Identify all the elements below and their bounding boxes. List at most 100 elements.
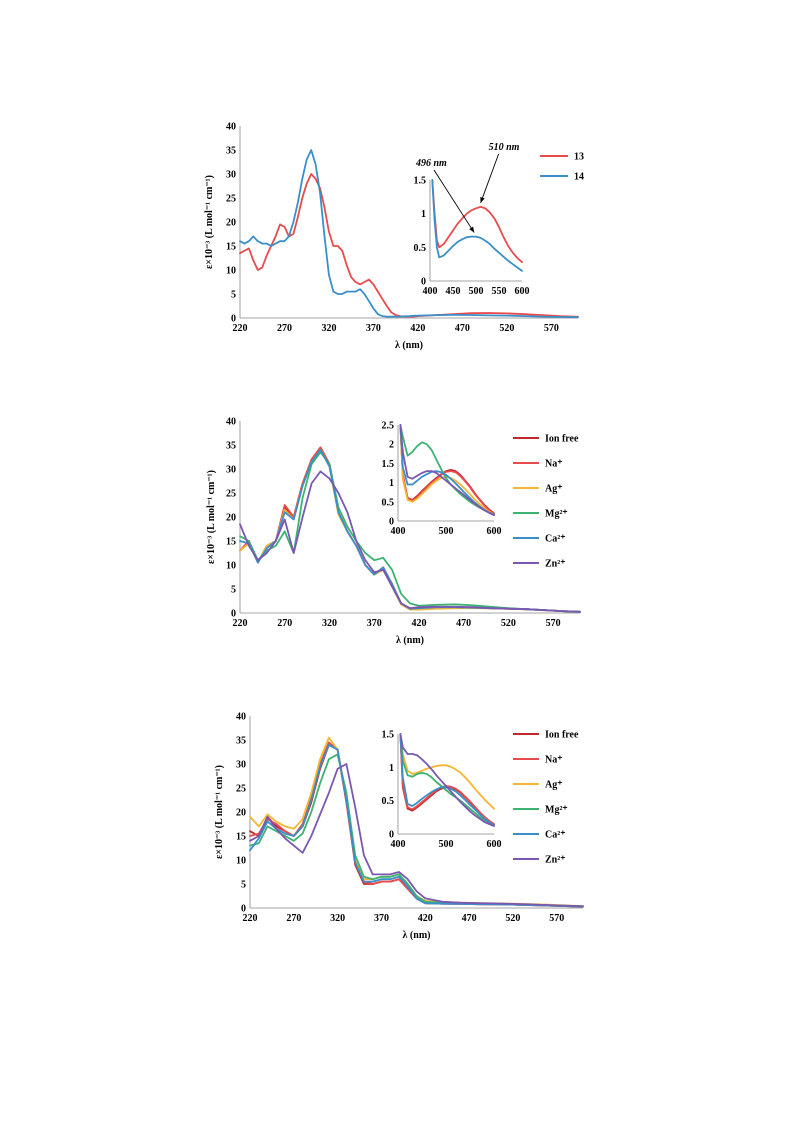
legend-label: Ca²⁺ [545, 830, 566, 841]
legend-label: Na⁺ [545, 459, 563, 470]
x-axis-label: λ (nm) [403, 930, 431, 941]
inset-x-tick-label: 600 [487, 526, 502, 537]
main-y-tick-label: 20 [226, 513, 236, 524]
inset-y-tick-label: 0.5 [414, 243, 427, 254]
main-x-tick-label: 270 [277, 618, 292, 629]
main-series-line [249, 743, 584, 908]
main-y-tick-label: 20 [236, 808, 246, 819]
inset-series-line [399, 733, 495, 825]
main-x-tick-label: 470 [455, 323, 470, 334]
legend-label: Ion free [545, 434, 579, 445]
main-y-tick-label: 5 [231, 585, 236, 596]
legend-label: Mg²⁺ [545, 805, 568, 816]
legend-label: Ion free [545, 730, 579, 741]
main-y-tick-label: 35 [226, 146, 236, 157]
main-y-tick-label: 15 [226, 537, 236, 548]
inset-x-tick-label: 600 [515, 286, 530, 297]
legend-label: Ag⁺ [545, 484, 563, 495]
main-x-tick-label: 320 [330, 913, 345, 924]
inset-y-tick-label: 1.5 [382, 730, 395, 741]
inset-x-tick-label: 500 [469, 286, 484, 297]
inset-series-line [399, 424, 495, 517]
main-x-tick-label: 320 [321, 323, 336, 334]
main-y-tick-label: 40 [226, 417, 236, 428]
main-x-tick-label: 220 [233, 323, 248, 334]
inset-series-line [399, 733, 495, 827]
inset-plot: 0 0.5 1 1.5 400 500 600 [382, 730, 502, 851]
main-x-tick-label: 520 [505, 913, 520, 924]
inset-y-tick-label: 0.5 [382, 497, 395, 508]
inset-x-tick-label: 550 [492, 286, 507, 297]
main-y-tick-label: 10 [236, 856, 246, 867]
main-x-tick-label: 370 [366, 323, 381, 334]
legend-label: Mg²⁺ [545, 509, 568, 520]
main-series-line [249, 763, 584, 908]
main-y-tick-label: 40 [226, 122, 236, 133]
main-series-line [249, 743, 584, 908]
main-x-tick-label: 520 [499, 323, 514, 334]
inset-y-tick-label: 0 [389, 830, 394, 841]
main-series-line [249, 736, 584, 907]
main-x-tick-label: 570 [544, 323, 559, 334]
annotation-arrow [433, 169, 475, 233]
main-y-tick-label: 20 [226, 218, 236, 229]
main-y-tick-label: 30 [236, 760, 246, 771]
main-x-tick-label: 220 [233, 618, 248, 629]
inset-y-tick-label: 2 [389, 440, 394, 451]
main-x-tick-label: 570 [549, 913, 564, 924]
main-y-tick-label: 0 [231, 609, 236, 620]
x-axis-label: λ (nm) [395, 340, 423, 351]
main-y-tick-label: 35 [226, 441, 236, 452]
main-series-line [239, 451, 581, 613]
main-x-tick-label: 420 [418, 913, 433, 924]
inset-y-tick-label: 1 [421, 209, 426, 220]
main-x-tick-label: 520 [501, 618, 516, 629]
legend-label: Ag⁺ [545, 780, 563, 791]
inset-x-tick-label: 400 [391, 526, 406, 537]
inset-x-tick-label: 500 [439, 839, 454, 850]
inset-plot: 0 0.5 1 1.5 400 450 500 550 600 496 nm 510 nm [414, 142, 530, 297]
legend-label: 13 [574, 152, 584, 163]
inset-y-tick-label: 1 [389, 478, 394, 489]
inset-x-tick-label: 450 [446, 286, 461, 297]
legend-label: 14 [574, 172, 584, 183]
main-x-tick-label: 370 [374, 913, 389, 924]
main-y-tick-label: 25 [226, 194, 236, 205]
legend-label: Zn²⁺ [545, 559, 566, 570]
inset-y-tick-label: 1 [389, 763, 394, 774]
main-y-tick-label: 35 [236, 736, 246, 747]
main-x-tick-label: 470 [456, 618, 471, 629]
main-x-tick-label: 320 [322, 618, 337, 629]
inset-x-tick-label: 600 [487, 839, 502, 850]
legend: Ion free Na⁺ Ag⁺ Mg²⁺ Ca²⁺ Zn²⁺ [513, 434, 579, 570]
main-series-line [239, 446, 581, 613]
legend-label: Zn²⁺ [545, 855, 566, 866]
main-x-tick-label: 420 [410, 323, 425, 334]
legend: Ion free Na⁺ Ag⁺ Mg²⁺ Ca²⁺ Zn²⁺ [513, 730, 579, 866]
inset-series-line [431, 179, 523, 272]
main-x-tick-label: 370 [367, 618, 382, 629]
main-series-line [249, 741, 584, 908]
main-y-tick-label: 30 [226, 465, 236, 476]
y-axis-label: ε×10⁻³ (L mol⁻¹ cm⁻¹) [204, 175, 215, 269]
peak-annotation: 510 nm [489, 142, 520, 153]
peak-annotation: 496 nm [415, 158, 447, 169]
main-series-line [239, 448, 581, 613]
inset-y-tick-label: 0 [421, 277, 426, 288]
inset-series-line [399, 733, 495, 827]
main-y-tick-label: 15 [236, 832, 246, 843]
annotation-arrowhead [469, 226, 475, 233]
main-y-tick-label: 25 [236, 784, 246, 795]
legend: 13 14 [540, 152, 584, 183]
main-y-tick-label: 10 [226, 561, 236, 572]
main-y-tick-label: 0 [241, 904, 246, 915]
inset-plot: 0 0.5 1 1.5 2 2.5 400 500 600 [382, 421, 502, 538]
inset-series-line [399, 424, 495, 515]
main-series-line [239, 149, 579, 319]
main-y-tick-label: 0 [231, 314, 236, 325]
main-x-tick-label: 270 [286, 913, 301, 924]
